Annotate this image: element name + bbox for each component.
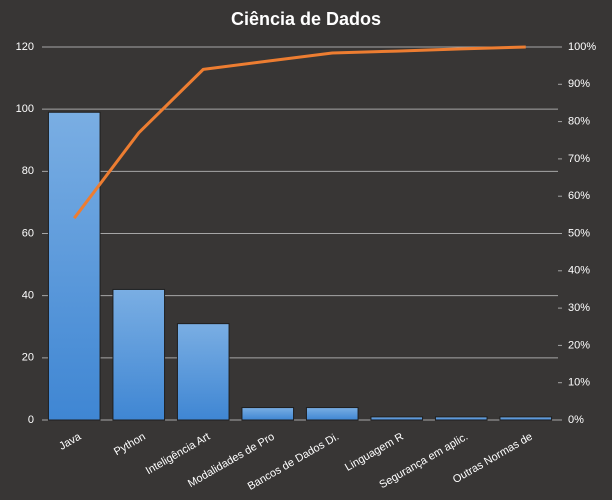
bar <box>305 407 359 421</box>
chart-title: Ciência de Dados <box>231 9 381 29</box>
y2-tick-label: 50% <box>568 227 590 239</box>
y-tick-label: 20 <box>22 352 34 364</box>
y2-tick-label: 70% <box>568 153 590 165</box>
y2-tick-label: 100% <box>568 41 596 53</box>
y2-tick-label: 80% <box>568 116 590 128</box>
bar <box>112 288 166 421</box>
bar <box>434 416 488 421</box>
cumulative-line <box>73 45 526 220</box>
bar <box>370 416 424 421</box>
y-tick-label: 120 <box>16 41 34 53</box>
y2-tick-label: 20% <box>568 339 590 351</box>
y2-tick-label: 30% <box>568 302 590 314</box>
y2-tick-label: 60% <box>568 190 590 202</box>
bar <box>241 407 295 421</box>
bar <box>499 416 553 421</box>
y2-tick-label: 10% <box>568 377 590 389</box>
bar <box>47 111 101 421</box>
y-tick-label: 100 <box>16 103 34 115</box>
y2-tick-label: 40% <box>568 265 590 277</box>
y-tick-label: 40 <box>22 290 34 302</box>
y-tick-label: 80 <box>22 165 34 177</box>
y2-tick-label: 90% <box>568 78 590 90</box>
y-tick-label: 60 <box>22 227 34 239</box>
y2-tick-label: 0% <box>568 414 584 426</box>
bar <box>176 323 230 421</box>
y-tick-label: 0 <box>28 414 34 426</box>
